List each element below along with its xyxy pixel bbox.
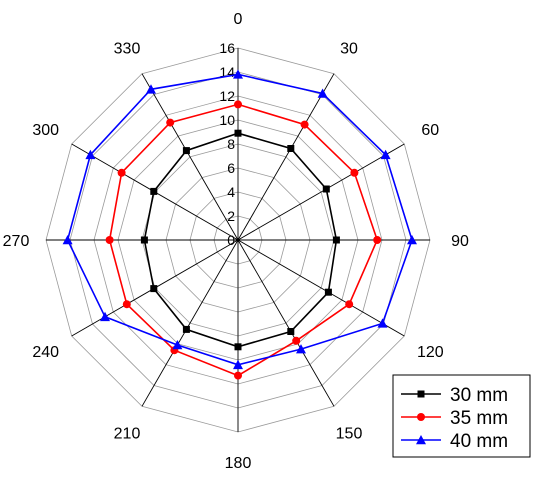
series-group bbox=[62, 69, 417, 380]
data-point bbox=[377, 318, 388, 328]
radial-tick-label: 8 bbox=[227, 136, 235, 152]
data-point bbox=[317, 88, 328, 98]
data-point bbox=[233, 69, 243, 79]
data-point bbox=[234, 371, 242, 380]
data-point bbox=[287, 145, 295, 152]
angle-label: 90 bbox=[451, 233, 469, 250]
data-point bbox=[234, 100, 242, 109]
legend-marker bbox=[416, 435, 426, 445]
angle-label: 60 bbox=[421, 122, 439, 139]
data-point bbox=[150, 187, 158, 195]
data-point bbox=[122, 300, 131, 309]
spoke-1 bbox=[237, 73, 335, 241]
angle-label: 150 bbox=[336, 425, 363, 442]
spoke-11 bbox=[141, 73, 239, 241]
data-point bbox=[234, 343, 242, 351]
series-1 bbox=[105, 100, 382, 380]
data-point bbox=[287, 328, 295, 335]
radial-tick-label: 16 bbox=[219, 40, 235, 56]
angle-label: 210 bbox=[114, 425, 141, 442]
data-point bbox=[296, 344, 306, 354]
angle-label: 330 bbox=[114, 41, 141, 58]
data-point bbox=[322, 185, 330, 193]
angle-label: 120 bbox=[417, 344, 444, 361]
data-point bbox=[100, 311, 110, 322]
angle-label: 30 bbox=[340, 41, 358, 58]
data-point bbox=[373, 236, 382, 244]
data-point bbox=[233, 359, 243, 370]
radial-tick-label: 4 bbox=[227, 184, 235, 200]
angle-label: 270 bbox=[3, 233, 30, 250]
data-point bbox=[166, 118, 175, 127]
data-point bbox=[300, 120, 309, 129]
spoke-2 bbox=[237, 143, 405, 241]
legend-marker bbox=[417, 390, 425, 398]
data-point bbox=[234, 129, 242, 137]
data-point bbox=[182, 325, 190, 333]
radial-tick-label: 6 bbox=[227, 160, 235, 176]
legend-label: 30 mm bbox=[450, 385, 508, 406]
data-point bbox=[292, 336, 301, 345]
data-point bbox=[140, 236, 148, 244]
legend-marker bbox=[417, 413, 425, 421]
data-point bbox=[85, 149, 96, 160]
data-point bbox=[345, 300, 354, 309]
angle-label: 240 bbox=[32, 344, 59, 361]
data-point bbox=[182, 147, 190, 155]
radial-tick-label: 2 bbox=[227, 208, 235, 224]
series-0 bbox=[140, 129, 340, 351]
legend-box bbox=[392, 374, 531, 458]
spoke-5 bbox=[237, 239, 335, 407]
angle-label: 180 bbox=[225, 455, 252, 472]
spoke-7 bbox=[141, 239, 239, 407]
radial-tick-label: 10 bbox=[219, 112, 235, 128]
data-point bbox=[380, 149, 391, 160]
data-point bbox=[324, 288, 332, 296]
data-point bbox=[117, 168, 126, 177]
legend-label: 40 mm bbox=[450, 431, 508, 452]
legend-label: 35 mm bbox=[450, 408, 508, 429]
data-point bbox=[172, 340, 183, 350]
data-point bbox=[146, 84, 156, 94]
radial-tick-label: 0 bbox=[227, 232, 235, 248]
data-point bbox=[350, 168, 359, 177]
series-line bbox=[66, 73, 413, 366]
data-point bbox=[105, 236, 114, 244]
series-2 bbox=[62, 69, 417, 370]
data-point bbox=[407, 235, 417, 245]
data-point bbox=[62, 235, 73, 245]
radial-tick-label: 12 bbox=[219, 88, 235, 104]
spoke-4 bbox=[237, 239, 405, 337]
data-point bbox=[332, 236, 340, 244]
angle-label: 300 bbox=[32, 122, 59, 139]
angle-label: 0 bbox=[234, 11, 243, 28]
data-point bbox=[150, 285, 158, 293]
